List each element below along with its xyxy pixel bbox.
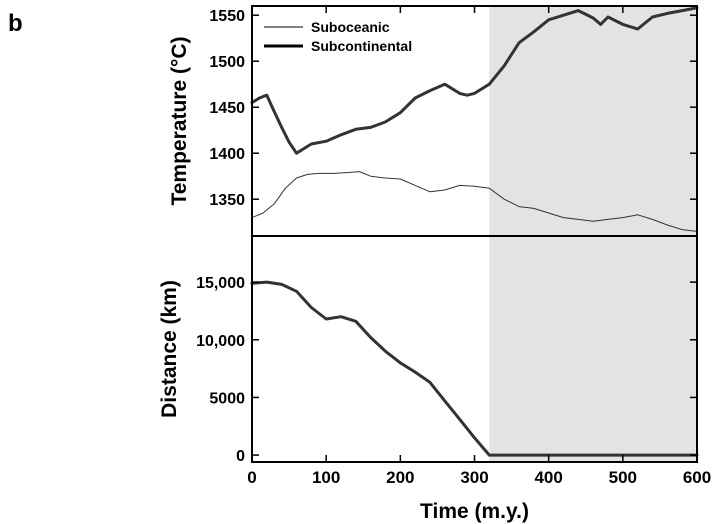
- top-shaded-region: [489, 6, 697, 236]
- distance-series-group: [250, 280, 699, 457]
- temperature-y-ticks: 1350 1400 1450 1500 1550: [209, 8, 697, 209]
- y-tick-label: 1450: [209, 100, 245, 117]
- series-line-distance: [250, 280, 699, 457]
- x-tick-label: 200: [386, 468, 414, 487]
- temperature-axis-label: Temperature (°C): [168, 36, 191, 205]
- legend: Suboceanic Subcontinental: [264, 19, 412, 54]
- legend-label-subcontinental: Subcontinental: [311, 38, 412, 54]
- temperature-series-group: [250, 6, 699, 232]
- y-tick-label: 0: [236, 448, 245, 465]
- series-line-suboceanic: [251, 171, 698, 232]
- y-tick-label: 5000: [209, 390, 245, 407]
- distance-axis-label: Distance (km): [158, 280, 181, 418]
- bot-shade-rect: [489, 236, 697, 462]
- series-line-subcontinental: [250, 6, 699, 155]
- time-x-ticks: 0 100 200 300 400 500 600: [247, 6, 711, 487]
- y-tick-label: 15,000: [196, 275, 245, 292]
- x-tick-label: 400: [534, 468, 562, 487]
- x-tick-label: 300: [460, 468, 488, 487]
- time-axis-label: Time (m.y.): [420, 500, 529, 523]
- distance-y-ticks: 0 5000 10,000 15,000: [196, 275, 697, 465]
- x-tick-label: 100: [312, 468, 340, 487]
- y-tick-label: 1500: [209, 54, 245, 71]
- bottom-shaded-region: [489, 236, 697, 462]
- top-shade-rect: [489, 6, 697, 236]
- y-tick-label: 1400: [209, 146, 245, 163]
- y-tick-label: 1550: [209, 8, 245, 25]
- x-tick-label: 500: [609, 468, 637, 487]
- y-tick-label: 1350: [209, 192, 245, 209]
- x-tick-label: 600: [683, 468, 711, 487]
- panel-label: b: [8, 10, 23, 37]
- x-tick-label: 0: [247, 468, 256, 487]
- legend-label-suboceanic: Suboceanic: [311, 19, 390, 35]
- y-tick-label: 10,000: [196, 333, 245, 350]
